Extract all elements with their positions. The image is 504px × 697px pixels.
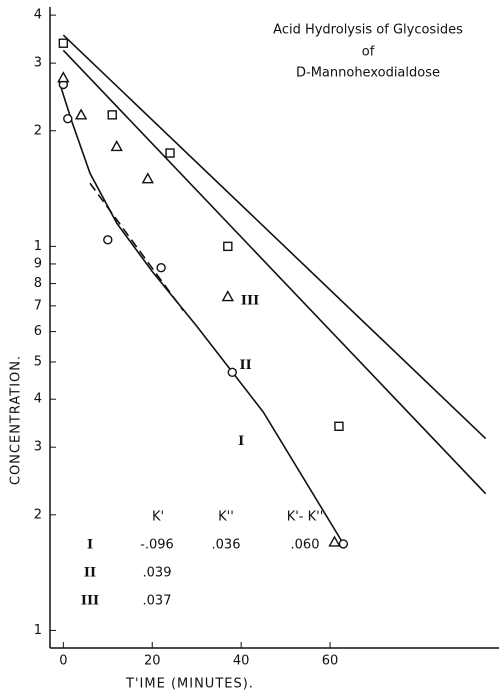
chart-title: D-Mannohexodialdose	[296, 66, 440, 81]
point	[221, 290, 235, 302]
series-label: II	[240, 358, 252, 373]
fit-line	[62, 49, 487, 495]
table-header: K''	[218, 510, 234, 525]
x-tick-label: 0	[59, 654, 67, 669]
x-tick-label: 20	[144, 654, 161, 669]
y-tick-label: 4	[34, 8, 42, 23]
x-axis-label: T'IME (MINUTES).	[125, 677, 254, 692]
y-tick-label: 5	[34, 354, 42, 369]
y-tick-label: 6	[34, 324, 42, 339]
y-axis-label: CONCENTRATION.	[9, 355, 24, 485]
table-cell: .037	[143, 594, 172, 609]
y-tick-label: 2	[34, 507, 42, 522]
fit-line	[58, 80, 345, 545]
table-row-label: II	[84, 566, 96, 581]
table-cell: .039	[143, 566, 172, 581]
fit-line	[89, 182, 185, 312]
point	[58, 38, 69, 48]
y-tick-label: 8	[34, 276, 42, 291]
table-header: K'	[152, 510, 164, 525]
point	[103, 235, 113, 245]
point	[223, 241, 233, 252]
y-tick-label: 3	[34, 56, 42, 71]
point	[334, 421, 344, 432]
point	[328, 535, 341, 547]
series-label: I	[238, 434, 244, 449]
table-cell: .060	[291, 538, 320, 553]
point	[110, 140, 123, 152]
point	[107, 110, 117, 120]
y-tick-label: 7	[34, 298, 42, 313]
point	[63, 113, 73, 124]
y-tick-label: 2	[34, 123, 42, 138]
x-tick-label: 60	[322, 654, 339, 669]
chart-title: Acid Hydrolysis of Glycosides	[273, 23, 463, 38]
point	[141, 172, 154, 184]
point	[227, 367, 237, 377]
point	[165, 148, 175, 158]
chart-title: of	[362, 45, 375, 60]
series-label: III	[241, 294, 259, 309]
point	[57, 71, 70, 83]
table-row-label: III	[81, 594, 99, 609]
table-row-label: I	[87, 538, 93, 553]
y-tick-label: 4	[34, 392, 42, 407]
table-cell: -.096	[140, 538, 174, 553]
fit-line	[62, 34, 487, 440]
y-tick-label: 9	[34, 256, 42, 271]
y-tick-label: 3	[34, 440, 42, 455]
point	[74, 108, 88, 120]
y-tick-label: 1	[34, 623, 42, 638]
table-cell: .036	[212, 538, 241, 553]
x-tick-label: 40	[233, 654, 250, 669]
point	[338, 539, 349, 549]
point	[156, 262, 166, 273]
y-tick-label: 1	[34, 239, 42, 254]
table-header: K'- K''	[287, 510, 324, 525]
